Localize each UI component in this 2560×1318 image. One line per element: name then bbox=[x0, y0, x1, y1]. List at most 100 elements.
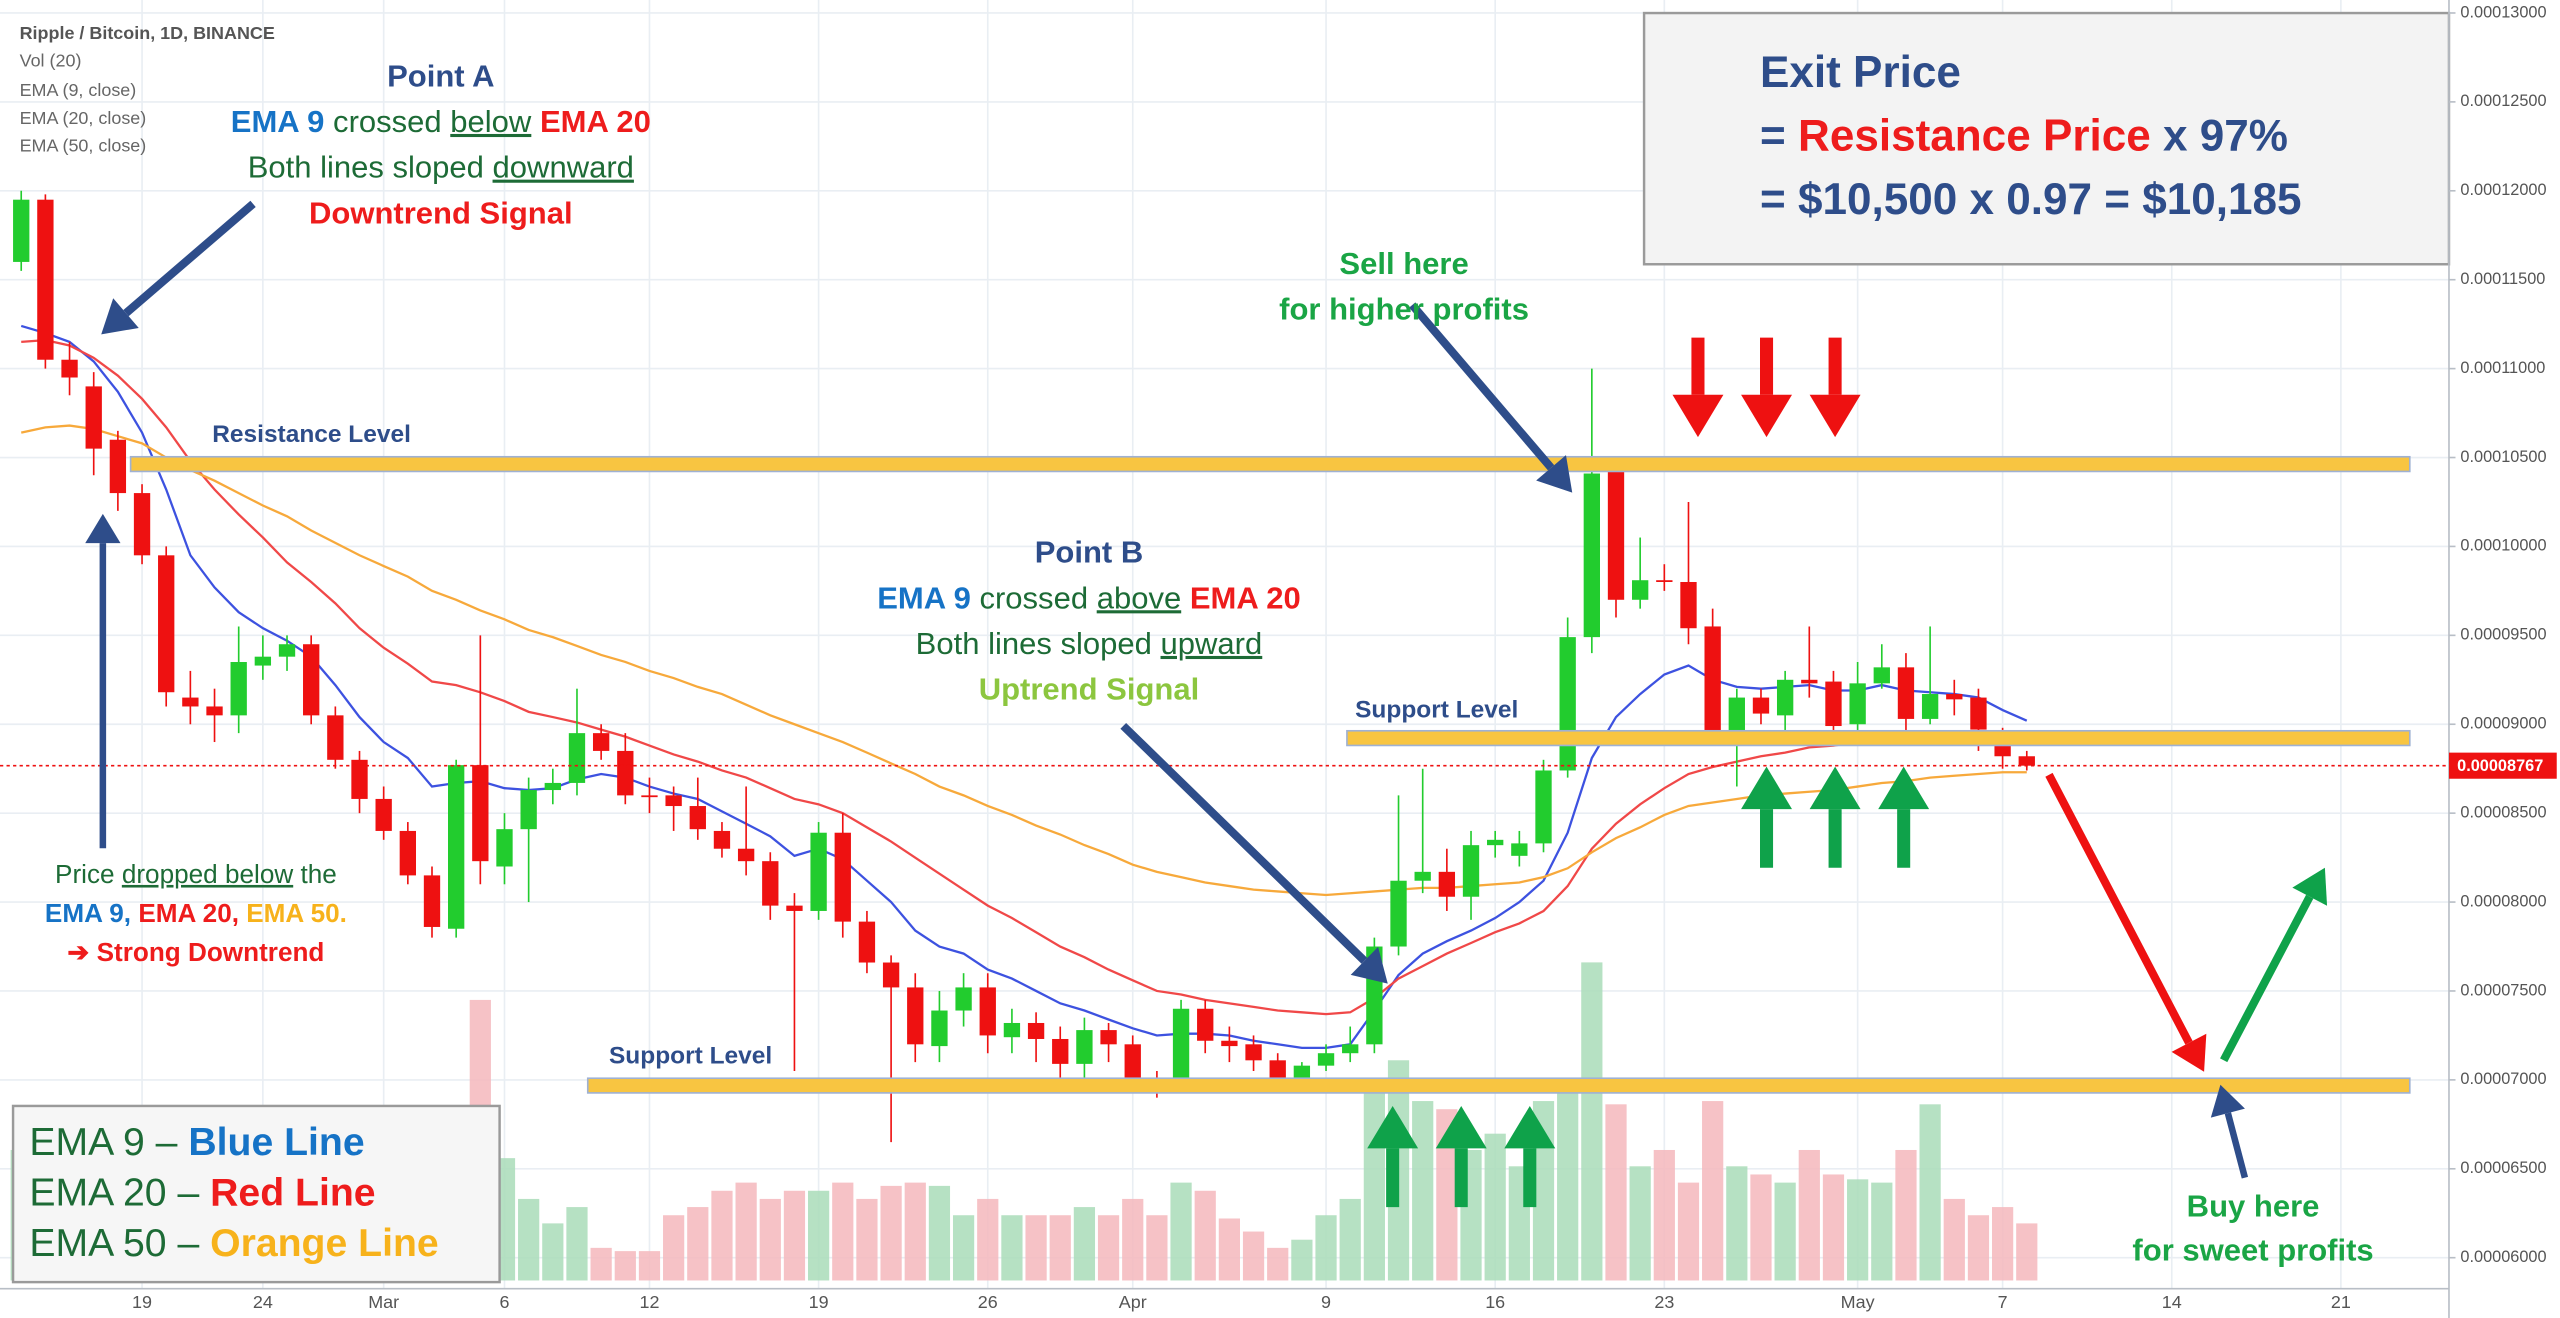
candle-body bbox=[1873, 667, 1890, 684]
x-tick-label: 14 bbox=[2162, 1292, 2182, 1312]
arrow-head bbox=[1435, 1105, 1487, 1149]
arrow-head bbox=[1367, 1105, 1419, 1149]
candle-body bbox=[1414, 871, 1431, 881]
volume-bar bbox=[783, 1190, 806, 1281]
candle-body bbox=[544, 782, 561, 791]
candle-body bbox=[955, 987, 972, 1011]
candle-body bbox=[1776, 679, 1794, 716]
annotation-text: EMA 20 bbox=[1190, 580, 1301, 615]
text-layer: Ripple / Bitcoin, 1D, BINANCE Vol (20) E… bbox=[20, 23, 2374, 1268]
candle-body bbox=[907, 987, 924, 1045]
last-price-tag bbox=[2448, 752, 2557, 779]
arrow-layer bbox=[85, 200, 2328, 1208]
annotation-text: EMA 50. bbox=[246, 898, 347, 928]
volume-bar bbox=[614, 1251, 636, 1281]
candle-body bbox=[568, 733, 586, 783]
arrow-head bbox=[2210, 1084, 2245, 1118]
volume-bar bbox=[1097, 1215, 1120, 1281]
annotation-line: for sweet profits bbox=[2132, 1233, 2373, 1268]
annotation-text: Both lines sloped bbox=[916, 626, 1152, 661]
candle-body bbox=[786, 905, 803, 911]
annotation-text: EMA 20, bbox=[138, 898, 239, 928]
annotation-text: for sweet profits bbox=[2132, 1233, 2373, 1268]
x-tick-label: 26 bbox=[978, 1292, 998, 1312]
x-tick-label: 23 bbox=[1654, 1292, 1674, 1312]
candle-body bbox=[689, 806, 706, 830]
volume-bar bbox=[1702, 1101, 1724, 1281]
volume-bar bbox=[1315, 1215, 1337, 1281]
ema-line bbox=[21, 338, 2028, 1016]
volume-bar bbox=[1412, 1101, 1434, 1281]
annotation-line: EMA 9 crossed below EMA 20 bbox=[231, 104, 651, 139]
arrow-shaft bbox=[2224, 1112, 2249, 1179]
annotation-text: Price bbox=[55, 859, 115, 889]
candle-body bbox=[206, 706, 223, 716]
x-tick-label: 7 bbox=[1998, 1292, 2008, 1312]
annotation-text: = bbox=[1760, 111, 1786, 160]
candle-body bbox=[1511, 843, 1528, 856]
candle-body bbox=[182, 697, 199, 707]
volume-bar bbox=[904, 1182, 926, 1281]
candle-body bbox=[641, 795, 658, 798]
x-tick-label: Mar bbox=[368, 1292, 399, 1312]
volume-bar bbox=[1242, 1231, 1265, 1281]
x-tick-label: May bbox=[1841, 1292, 1875, 1312]
volume-bar bbox=[1943, 1198, 1965, 1281]
annotation-text: EMA 20 – bbox=[29, 1172, 199, 1215]
level-band bbox=[1346, 729, 2411, 747]
candle-body bbox=[1293, 1065, 1311, 1080]
volume-bar bbox=[1629, 1166, 1651, 1281]
annotation-line: Sell here bbox=[1339, 246, 1468, 281]
volume-bar bbox=[1339, 1198, 1361, 1281]
annotation-text: dropped below bbox=[122, 859, 294, 889]
chart-title: Ripple / Bitcoin, 1D, BINANCE bbox=[20, 23, 275, 43]
annotation-text: EMA 9, bbox=[45, 898, 131, 928]
volume-bar bbox=[952, 1215, 975, 1281]
candle-body bbox=[1825, 681, 1842, 727]
annotation-line: Downtrend Signal bbox=[309, 196, 573, 231]
candle-body bbox=[37, 199, 54, 360]
annotation-text: Both lines sloped bbox=[248, 150, 484, 185]
annotation-line: = $10,500 x 0.97 = $10,185 bbox=[1760, 175, 2302, 224]
candle-body bbox=[1317, 1053, 1335, 1066]
arrow-shaft bbox=[123, 200, 256, 317]
volume-bar bbox=[1170, 1182, 1192, 1281]
annotation-text: Exit Price bbox=[1760, 48, 1961, 97]
candle-body bbox=[1921, 694, 1939, 719]
volume-bar bbox=[1291, 1239, 1313, 1281]
volume-bar bbox=[566, 1207, 588, 1281]
volume-bar bbox=[2016, 1223, 2038, 1281]
arrow-head bbox=[1741, 766, 1792, 810]
arrow-head bbox=[1536, 455, 1573, 493]
volume-bar bbox=[880, 1185, 902, 1281]
volume-bar bbox=[1146, 1215, 1168, 1281]
ema-line bbox=[20, 324, 2028, 1050]
annotation-line: Buy here bbox=[2187, 1189, 2320, 1224]
volume-bar bbox=[832, 1182, 854, 1281]
arrow-head bbox=[1809, 394, 1861, 438]
volume-bar bbox=[1677, 1182, 1700, 1281]
volume-bar bbox=[1557, 1084, 1579, 1281]
volume-bar bbox=[856, 1198, 878, 1281]
candle-body bbox=[665, 795, 682, 807]
volume-bar bbox=[518, 1198, 540, 1281]
y-tick-label: 0.00008000 bbox=[2460, 892, 2546, 910]
annotation-text: Point B bbox=[1035, 535, 1144, 570]
candle-body bbox=[2018, 756, 2035, 766]
volume-bar bbox=[1653, 1149, 1675, 1281]
volume-bar bbox=[1895, 1149, 1917, 1281]
candle-body bbox=[1269, 1060, 1286, 1080]
annotation-line: Point B bbox=[1035, 535, 1144, 570]
candle-body bbox=[13, 199, 30, 262]
volume-bar bbox=[735, 1182, 757, 1281]
volume-bar bbox=[1436, 1109, 1458, 1281]
volume-bar bbox=[1484, 1133, 1506, 1281]
volume-bar bbox=[711, 1190, 733, 1281]
candle-body bbox=[1245, 1044, 1262, 1061]
indicator-label: EMA (50, close) bbox=[20, 136, 147, 156]
candle-body bbox=[1897, 667, 1915, 719]
indicator-label: EMA (9, close) bbox=[20, 80, 137, 100]
annotation-line: EMA 9, EMA 20, EMA 50. bbox=[45, 898, 347, 928]
volume-bar bbox=[1871, 1182, 1893, 1281]
